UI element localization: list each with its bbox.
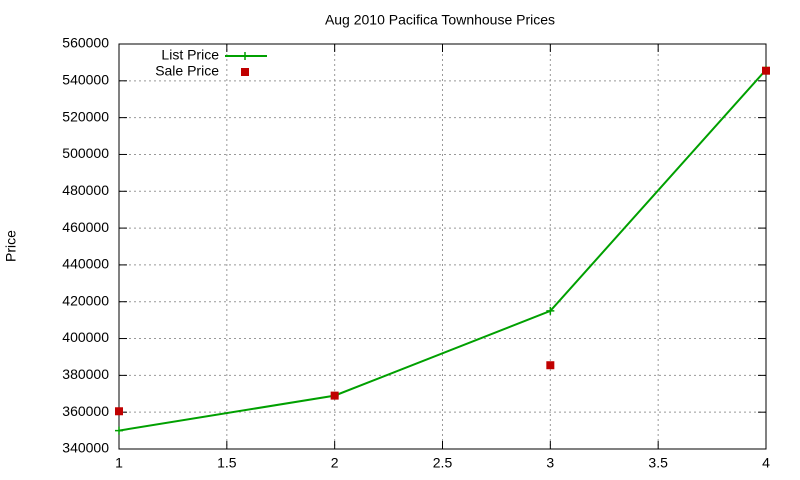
legend-label: List Price — [161, 47, 219, 63]
y-tick-label: 380000 — [62, 366, 109, 382]
legend-marker — [241, 52, 249, 60]
legend-label: Sale Price — [155, 63, 219, 79]
y-tick-label: 540000 — [62, 72, 109, 88]
x-tick-label: 2 — [331, 455, 339, 471]
plot-border — [118, 43, 767, 450]
y-tick-label: 460000 — [62, 219, 109, 235]
point — [546, 361, 555, 370]
point — [115, 407, 123, 416]
point — [115, 426, 123, 435]
x-tick-label: 3.5 — [648, 455, 668, 471]
legend-marker — [241, 68, 249, 76]
y-tick-label: 560000 — [62, 35, 109, 51]
chart-title: Aug 2010 Pacifica Townhouse Prices — [325, 12, 555, 28]
y-tick-label: 500000 — [62, 145, 109, 161]
y-axis-label: Price — [3, 230, 19, 262]
series-line — [118, 69, 767, 432]
x-tick-label: 3 — [546, 455, 554, 471]
y-tick-label: 520000 — [62, 108, 109, 124]
x-tick-label: 1.5 — [217, 455, 237, 471]
y-tick-label: 440000 — [62, 256, 109, 272]
point — [546, 306, 555, 315]
point — [762, 66, 770, 75]
y-tick-label: 480000 — [62, 182, 109, 198]
y-tick-label: 400000 — [62, 329, 109, 345]
x-tick-label: 4 — [762, 455, 770, 471]
point — [330, 391, 339, 400]
y-tick-label: 360000 — [62, 403, 109, 419]
y-tick-label: 340000 — [62, 440, 109, 456]
x-tick-label: 1 — [115, 455, 123, 471]
y-tick-label: 420000 — [62, 292, 109, 308]
x-tick-label: 2.5 — [433, 455, 453, 471]
